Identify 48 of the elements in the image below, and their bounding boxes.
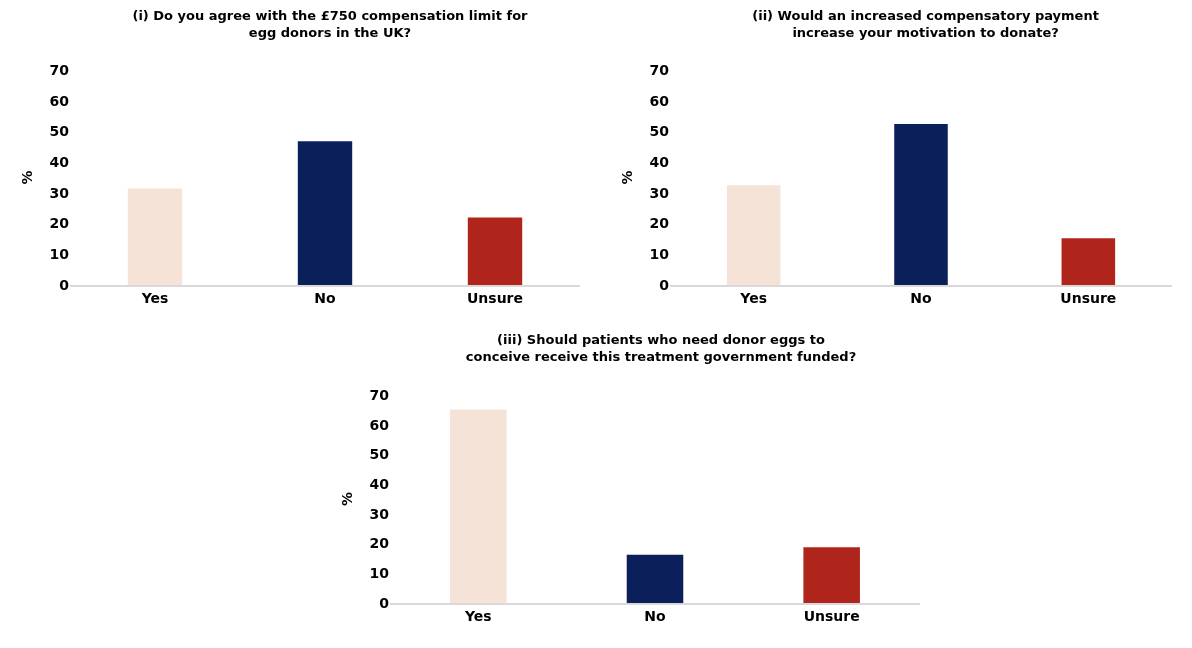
y-tick-label: 0 [659, 276, 670, 293]
y-tick-label: 40 [369, 476, 390, 493]
bar [127, 188, 183, 285]
x-tick-label: Unsure [803, 608, 860, 625]
y-tick-label: 10 [49, 246, 70, 263]
y-tick-label: 20 [49, 215, 70, 232]
y-axis-title: % [19, 170, 35, 185]
y-tick-label: 30 [649, 184, 670, 201]
bar [726, 185, 781, 285]
chart-title: (iii) Should patients who need donor eggs to conceive receive this treatment government funded? [465, 332, 857, 365]
y-tick-label: 30 [369, 505, 390, 522]
x-tick-label: Unsure [466, 290, 524, 307]
y-tick-label: 60 [369, 416, 390, 433]
bar [297, 141, 353, 285]
bar [803, 547, 860, 603]
y-tick-label: 50 [369, 446, 390, 463]
bar [894, 124, 948, 285]
x-tick-label: Unsure [1060, 290, 1117, 307]
y-tick-label: 20 [369, 535, 390, 552]
y-tick-label: 70 [49, 61, 70, 78]
y-tick-label: 0 [379, 594, 390, 611]
y-tick-label: 70 [649, 61, 670, 78]
chart-title: (i) Do you agree with the £750 compensation limit for egg donors in the UK? [132, 7, 529, 40]
y-tick-label: 50 [649, 123, 670, 140]
y-tick-label: 60 [649, 92, 670, 109]
x-tick-label: No [644, 608, 667, 625]
x-tick-label: Yes [463, 608, 492, 625]
y-axis-title: % [339, 491, 355, 507]
bar [450, 409, 507, 603]
chart-title: (ii) Would an increased compensatory payment increase your motivation to donate? [752, 7, 1099, 40]
x-tick-label: Yes [739, 290, 768, 307]
bar [467, 217, 523, 285]
x-tick-label: Yes [140, 290, 169, 307]
y-tick-label: 20 [649, 215, 670, 232]
y-tick-label: 50 [49, 123, 70, 140]
x-tick-label: No [910, 290, 933, 307]
y-tick-label: 40 [649, 154, 670, 171]
y-tick-label: 10 [369, 565, 390, 582]
bar [1061, 238, 1116, 285]
y-tick-label: 40 [49, 154, 70, 171]
bar [626, 554, 684, 603]
y-tick-label: 70 [369, 386, 390, 403]
y-tick-label: 30 [49, 184, 70, 201]
y-tick-label: 10 [649, 246, 670, 263]
y-axis-title: % [619, 170, 635, 185]
y-tick-label: 0 [59, 276, 70, 293]
y-tick-label: 60 [49, 92, 70, 109]
x-tick-label: No [314, 290, 337, 307]
